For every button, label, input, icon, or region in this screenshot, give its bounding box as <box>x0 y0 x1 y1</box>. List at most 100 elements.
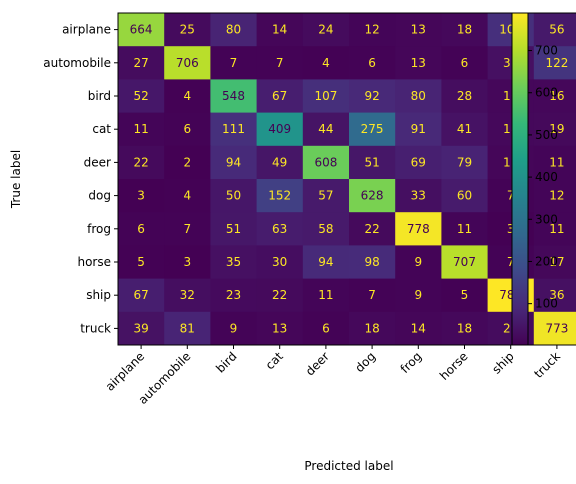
heatmap-cell <box>210 79 258 114</box>
cell-value-label: 98 <box>364 255 379 269</box>
heatmap-cell <box>302 311 350 346</box>
heatmap-cell <box>164 311 211 346</box>
heatmap-cell <box>395 112 442 147</box>
cell-value-label: 94 <box>226 155 241 169</box>
y-tick-label: cat <box>92 122 111 136</box>
heatmap-cell <box>118 212 165 246</box>
cell-value-label: 33 <box>411 189 426 203</box>
cell-value-label: 608 <box>314 155 337 169</box>
cell-value-label: 11 <box>133 122 148 136</box>
cell-value-label: 60 <box>457 189 472 203</box>
cell-value-label: 409 <box>268 122 291 136</box>
cell-value-label: 16 <box>549 89 564 103</box>
cell-value-label: 111 <box>222 122 245 136</box>
cell-value-label: 18 <box>457 23 472 37</box>
heatmap-cell <box>395 179 442 213</box>
heatmap-cells <box>118 13 576 346</box>
cell-value-label: 11 <box>549 222 564 236</box>
heatmap-cell <box>164 179 211 213</box>
heatmap-cell <box>349 79 396 114</box>
cell-value-label: 67 <box>133 288 148 302</box>
heatmap-cell <box>533 13 576 47</box>
colorbar-tick-label: 600 <box>535 86 558 100</box>
heatmap-cell <box>210 179 258 213</box>
cell-value-label: 13 <box>411 23 426 37</box>
heatmap-cell <box>210 212 258 246</box>
cell-value-label: 32 <box>180 288 195 302</box>
heatmap-cell <box>256 145 304 180</box>
colorbar-tick-label: 700 <box>535 44 558 58</box>
heatmap-cell <box>302 79 350 114</box>
heatmap-cell <box>395 145 442 180</box>
heatmap-cell <box>441 145 489 180</box>
colorbar-tick-label: 400 <box>535 170 558 184</box>
y-tick-label: frog <box>87 222 111 236</box>
cell-value-label: 11 <box>457 222 472 236</box>
heatmap-cell <box>164 112 211 147</box>
heatmap-cell <box>256 311 304 346</box>
cell-value-label: 50 <box>226 189 241 203</box>
x-tick-label: dog <box>352 349 378 375</box>
cell-value-label: 706 <box>176 56 199 70</box>
heatmap-cell <box>256 278 304 313</box>
colorbar-tick-label: 500 <box>535 128 558 142</box>
heatmap-cell <box>118 145 165 180</box>
heatmap-cell <box>164 278 211 313</box>
heatmap-cell <box>164 79 211 114</box>
heatmap-cell <box>441 112 489 147</box>
heatmap-cell <box>164 245 211 280</box>
cell-value-label: 44 <box>318 122 333 136</box>
cell-value-label: 63 <box>272 222 287 236</box>
heatmap-cell <box>302 46 350 80</box>
heatmap-cell <box>164 13 211 47</box>
y-tick-label: automobile <box>43 56 111 70</box>
cell-value-label: 56 <box>549 23 564 37</box>
cell-value-label: 17 <box>549 255 564 269</box>
cell-value-label: 41 <box>457 122 472 136</box>
cell-value-label: 22 <box>272 288 287 302</box>
heatmap-cell <box>533 79 576 114</box>
heatmap-cell <box>395 311 442 346</box>
heatmap-cell <box>441 212 489 246</box>
cell-value-label: 27 <box>133 56 148 70</box>
cell-value-label: 22 <box>364 222 379 236</box>
cell-value-label: 18 <box>364 321 379 335</box>
y-tick-label: horse <box>77 255 111 269</box>
heatmap-cell <box>533 46 576 80</box>
heatmap-cell <box>256 179 304 213</box>
plot-frame <box>117 12 576 346</box>
y-tick-label: dog <box>88 189 111 203</box>
heatmap-cell <box>533 212 576 246</box>
heatmap-cell <box>164 212 211 246</box>
heatmap-cell <box>441 46 489 80</box>
cell-value-label: 69 <box>411 155 426 169</box>
cell-value-label: 107 <box>314 89 337 103</box>
heatmap-cell <box>302 179 350 213</box>
heatmap-cell <box>118 245 165 280</box>
cell-value-label: 3 <box>507 222 515 236</box>
colorbar-tick-label: 300 <box>535 212 558 226</box>
cell-value-label: 94 <box>318 255 333 269</box>
heatmap-cell <box>533 278 576 313</box>
cell-value-label: 4 <box>183 189 191 203</box>
heatmap-cell <box>256 13 304 47</box>
cell-value-label: 9 <box>230 321 238 335</box>
cell-value-label: 39 <box>133 321 148 335</box>
heatmap-cell <box>533 245 576 280</box>
cell-value-label: 79 <box>457 155 472 169</box>
heatmap-cell <box>395 212 442 246</box>
heatmap-cell <box>118 46 165 80</box>
heatmap-cell <box>349 245 396 280</box>
heatmap-cell <box>256 212 304 246</box>
heatmap-cell <box>533 311 576 346</box>
cell-value-label: 11 <box>549 155 564 169</box>
cell-value-label: 80 <box>411 89 426 103</box>
cell-value-label: 707 <box>453 255 476 269</box>
cell-value-label: 51 <box>364 155 379 169</box>
heatmap-cell <box>210 245 258 280</box>
heatmap-cell <box>164 46 211 80</box>
heatmap-cell <box>118 112 165 147</box>
